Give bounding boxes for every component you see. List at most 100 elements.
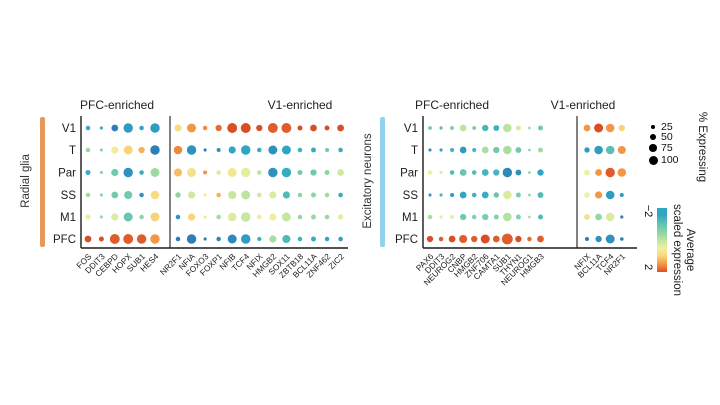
dot-SS-NFIX — [257, 192, 262, 198]
dot-Par-NR2F1 — [173, 168, 183, 177]
dot-PFC-SUB1 — [136, 234, 147, 244]
dot-T-NR2F1 — [173, 145, 183, 155]
dot-V1-HOPX — [123, 123, 133, 133]
dot-T-NFIX — [584, 147, 590, 153]
dot-SS-ZIC2 — [338, 192, 343, 198]
dot-V1-NR2F1 — [618, 124, 625, 132]
dot-T-SUB1 — [503, 145, 512, 155]
dot-T-ZBTB18 — [297, 147, 303, 153]
dot-SS-NFIX — [584, 192, 590, 198]
dot-PFC-TCF4 — [241, 234, 251, 244]
dot-Par-HES4 — [150, 168, 160, 177]
colorbar — [657, 208, 667, 272]
panel1-side-bar — [40, 117, 45, 247]
colorbar-title-line2: scaled expression — [671, 203, 683, 297]
dot-M1-HES4 — [150, 212, 160, 222]
dot-PFC-TCF4 — [605, 234, 615, 244]
dot-V1-ZNF462 — [324, 125, 330, 131]
dot-SS-CEBPD — [111, 191, 119, 199]
dot-Par-BCL11A — [595, 169, 602, 176]
dot-PFC-DDIT3 — [438, 236, 444, 242]
dot-V1-NR2F1 — [174, 124, 182, 132]
dot-M1-DDIT3 — [99, 215, 103, 219]
dot-V1-HMGB2 — [267, 123, 278, 133]
dot-SS-DDIT3 — [439, 193, 443, 197]
panel2-group-title-pfc: PFC-enriched — [414, 98, 490, 112]
panel1-group-title-v1: V1-enriched — [267, 98, 333, 112]
dot-PFC-CNBP — [459, 234, 468, 244]
legend-pct-title: % Expressing — [696, 111, 708, 183]
dot-T-SOX11 — [281, 145, 291, 155]
dot-PFC-SUB1 — [501, 233, 513, 245]
dot-Par-TCF4 — [605, 167, 615, 178]
dot-SS-SUB1 — [503, 190, 512, 200]
dot-V1-DDIT3 — [439, 126, 443, 130]
dot-SS-ZNF706 — [481, 191, 489, 199]
dot-SS-CAMTA1 — [493, 192, 499, 198]
dot-T-NFIB — [228, 146, 236, 154]
dot-SS-SUB1 — [139, 192, 144, 198]
dot-Par-FOXP1 — [216, 170, 221, 175]
dot-PFC-ZNF706 — [480, 234, 490, 244]
dot-SS-FOXP1 — [216, 192, 221, 198]
dot-M1-HMGB3 — [538, 214, 543, 220]
dot-T-DDIT3 — [99, 148, 103, 152]
dot-Par-TCF4 — [241, 167, 251, 178]
dot-SS-NEUROG2 — [450, 192, 455, 198]
row-label-M1: M1 — [402, 212, 418, 224]
dot-Par-CEBPD — [111, 168, 119, 177]
dot-Par-HOPX — [123, 167, 133, 178]
dot-V1-HES4 — [150, 123, 160, 133]
dot-V1-CAMTA1 — [493, 125, 500, 131]
dot-SS-NFIB — [228, 190, 237, 200]
dot-M1-NFIX — [257, 214, 262, 220]
panel1-side-label: Radial glia — [20, 154, 32, 208]
dot-PFC-NFIB — [227, 234, 237, 244]
dot-M1-THYN1 — [515, 214, 521, 220]
dot-Par-FOS — [85, 170, 91, 175]
dot-PFC-HOPX — [123, 234, 134, 244]
dot-Par-DDIT3 — [99, 170, 103, 175]
dot-M1-NFIX — [584, 214, 590, 220]
dot-PFC-THYN1 — [515, 235, 522, 243]
legend-dot-100-icon — [648, 155, 658, 165]
dot-V1-TCF4 — [605, 123, 615, 133]
legend-dot-25-icon — [650, 124, 656, 130]
dot-M1-NEUROG1 — [528, 215, 531, 219]
dot-SS-BCL11A — [595, 191, 603, 199]
dot-PFC-NR2F1 — [175, 236, 181, 242]
colorbar-title-line1: Average — [684, 228, 696, 272]
dot-M1-BCL11A — [595, 213, 602, 221]
dot-Par-SOX11 — [281, 167, 292, 178]
dot-T-CNBP — [459, 146, 467, 154]
dot-T-FOXP1 — [216, 147, 221, 153]
dot-T-NFIA — [186, 145, 197, 155]
dot-SS-PAX6 — [428, 193, 432, 197]
dot-T-NFIX — [257, 147, 262, 153]
dot-PFC-DDIT3 — [98, 236, 104, 242]
dot-V1-FOXO3 — [202, 125, 208, 131]
dot-SS-ZBTB18 — [297, 192, 303, 198]
dot-M1-NEUROG2 — [450, 214, 455, 220]
dot-T-FOXO3 — [203, 148, 207, 152]
dot-T-HES4 — [150, 145, 160, 155]
row-label-Par: Par — [400, 168, 418, 180]
dot-PFC-ZBTB18 — [297, 236, 303, 242]
legend-dot-75-icon — [649, 144, 657, 152]
dot-V1-ZBTB18 — [297, 125, 303, 131]
dot-SS-NFIA — [187, 191, 196, 199]
dot-V1-DDIT3 — [99, 126, 103, 130]
dot-Par-CNBP — [459, 169, 467, 176]
row-label-V1: V1 — [62, 123, 76, 135]
dot-PFC-BCL11A — [311, 236, 316, 242]
colorbar-min-label: −2 — [642, 204, 654, 218]
dot-SS-DDIT3 — [99, 193, 103, 197]
dot-SS-NR2F1 — [619, 192, 624, 198]
dot-Par-BCL11A — [310, 169, 317, 176]
panel1-svg: V1TParSSM1PFCFOSDDIT3CEBPDHOPXSUB1HES4NR… — [53, 116, 348, 280]
dot-V1-FOXP1 — [215, 124, 222, 132]
dot-Par-NFIA — [187, 168, 197, 177]
dot-SS-HOPX — [124, 190, 133, 200]
dot-M1-CAMTA1 — [493, 214, 499, 220]
colorbar-max-label: 2 — [642, 263, 654, 271]
